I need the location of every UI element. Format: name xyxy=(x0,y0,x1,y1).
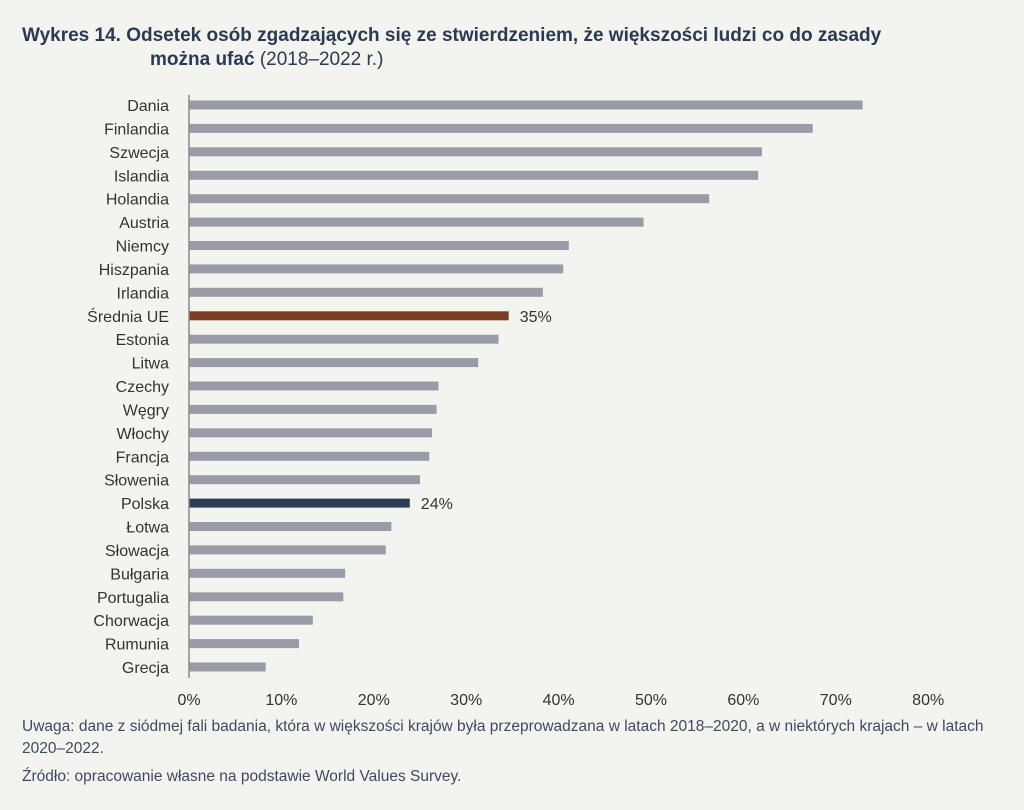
category-label-finlandia: Finlandia xyxy=(104,121,169,138)
chart-title: Wykres 14. Odsetek osób zgadzających się… xyxy=(22,24,982,72)
data-label-srednia-ue: 35% xyxy=(520,309,552,326)
category-label-rumunia: Rumunia xyxy=(105,637,169,654)
bar-hiszpania xyxy=(189,264,564,274)
bar-finlandia xyxy=(189,123,813,133)
bar-grecja xyxy=(189,662,266,672)
bar-szwecja xyxy=(189,147,762,157)
bar-litwa xyxy=(189,358,479,368)
category-label-srednia-ue: Średnia UE xyxy=(87,307,169,326)
bar-wlochy xyxy=(189,428,432,438)
bar-austria xyxy=(189,217,644,227)
bar-niemcy xyxy=(189,241,569,250)
chart-source: Źródło: opracowanie własne na podstawie … xyxy=(22,768,462,785)
category-label-niemcy: Niemcy xyxy=(116,239,169,256)
bar-srednia-ue xyxy=(189,311,509,321)
category-label-islandia: Islandia xyxy=(114,168,169,185)
x-tick-label: 40% xyxy=(543,692,575,709)
x-tick-label: 80% xyxy=(912,692,944,709)
title-period: (2018–2022 r.) xyxy=(259,49,384,70)
category-label-grecja: Grecja xyxy=(122,660,169,677)
category-label-austria: Austria xyxy=(119,215,169,232)
title-prefix: Wykres 14. xyxy=(22,25,121,46)
category-label-wlochy: Włochy xyxy=(117,426,169,443)
x-tick-label: 10% xyxy=(265,692,297,709)
category-label-portugalia: Portugalia xyxy=(97,590,169,607)
bar-chorwacja xyxy=(189,615,313,625)
bar-dania xyxy=(189,100,863,110)
bar-estonia xyxy=(189,334,499,344)
bar-rumunia xyxy=(189,639,299,649)
bar-irlandia xyxy=(189,287,543,297)
bar-wegry xyxy=(189,404,437,414)
title-line1: Odsetek osób zgadzających się ze stwierd… xyxy=(126,25,882,46)
category-label-hiszpania: Hiszpania xyxy=(99,262,169,279)
bar-lotwa xyxy=(189,522,392,531)
category-label-litwa: Litwa xyxy=(132,356,169,373)
x-tick-label: 30% xyxy=(450,692,482,709)
category-label-irlandia: Irlandia xyxy=(117,285,170,302)
category-label-chorwacja: Chorwacja xyxy=(93,613,169,630)
category-label-polska: Polska xyxy=(121,496,169,513)
category-label-dania: Dania xyxy=(127,98,169,115)
bar-slowenia xyxy=(189,475,420,485)
x-tick-label: 0% xyxy=(177,692,200,709)
bar-holandia xyxy=(189,194,710,204)
category-label-estonia: Estonia xyxy=(116,332,169,349)
bar-islandia xyxy=(189,170,759,180)
category-label-francja: Francja xyxy=(116,449,169,466)
category-label-wegry: Węgry xyxy=(123,402,169,419)
bar-francja xyxy=(189,451,430,461)
category-label-lotwa: Łotwa xyxy=(126,520,169,537)
x-tick-label: 50% xyxy=(635,692,667,709)
title-line2-wrap: można ufać (2018–2022 r.) xyxy=(22,48,982,72)
chart-note: Uwaga: dane z siódmej fali badania, któr… xyxy=(22,718,984,757)
data-label-polska: 24% xyxy=(421,496,453,513)
x-tick-label: 20% xyxy=(358,692,390,709)
x-tick-label: 70% xyxy=(820,692,852,709)
bar-bulgaria xyxy=(189,568,346,578)
category-label-slowacja: Słowacja xyxy=(105,543,169,560)
category-label-slowenia: Słowenia xyxy=(104,473,169,490)
bar-polska xyxy=(189,498,410,508)
category-label-bulgaria: Bułgaria xyxy=(110,566,169,583)
category-label-szwecja: Szwecja xyxy=(109,145,169,162)
bar-czechy xyxy=(189,381,439,391)
bar-portugalia xyxy=(189,592,344,602)
x-tick-label: 60% xyxy=(727,692,759,709)
category-label-czechy: Czechy xyxy=(116,379,169,396)
bar-slowacja xyxy=(189,545,386,555)
title-line2: można ufać xyxy=(150,49,255,70)
category-label-holandia: Holandia xyxy=(106,192,169,209)
